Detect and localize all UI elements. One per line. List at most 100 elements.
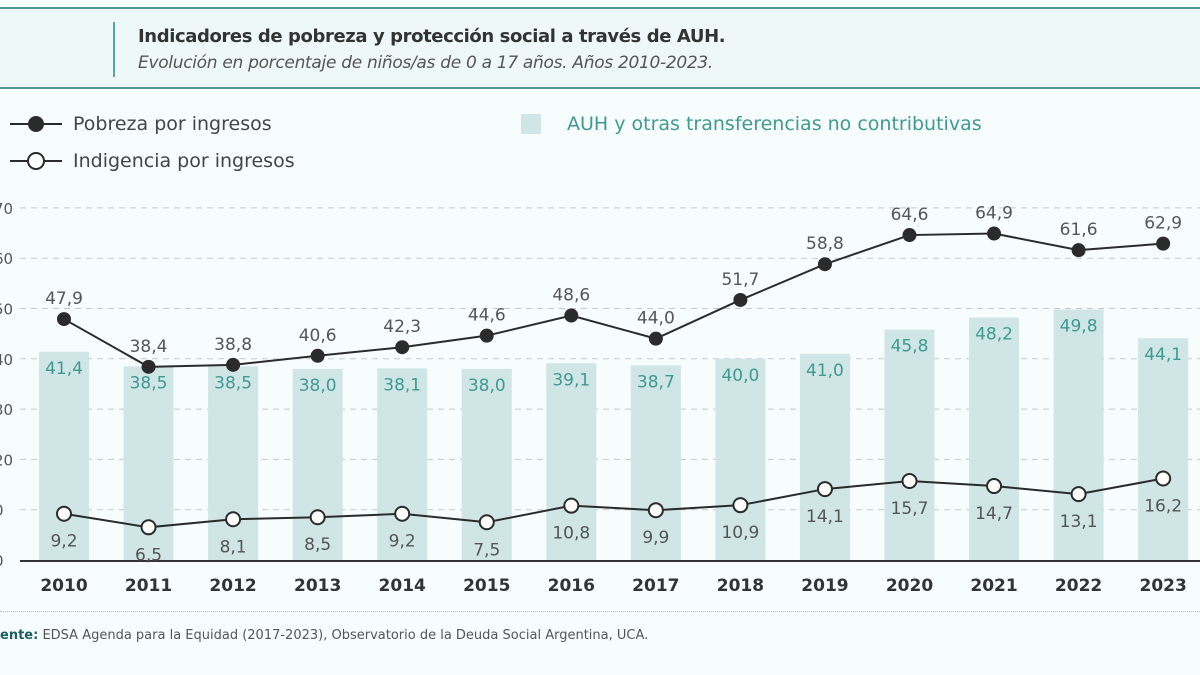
y-tick-label: 0: [0, 502, 4, 520]
pobreza-value-label: 61,6: [1060, 220, 1098, 240]
pobreza-value-label: 38,4: [130, 337, 168, 357]
indigencia-line: [63, 477, 1164, 529]
x-tick-label: 2016: [548, 576, 595, 596]
pobreza-point: [648, 331, 663, 346]
indigencia-point: [394, 505, 411, 522]
indigencia-value-label: 8,1: [220, 537, 247, 557]
legend-label-pobreza: Pobreza por ingresos: [73, 113, 272, 135]
x-tick-label: 2012: [209, 576, 256, 596]
bar-value-label: 44,1: [1144, 345, 1182, 365]
y-tick-label: 0: [0, 552, 4, 570]
source-text: EDSA Agenda para la Equidad (2017-2023),…: [38, 628, 649, 643]
source-label: ente:: [0, 628, 39, 643]
pobreza-value-label: 42,3: [383, 317, 421, 337]
pobreza-value-label: 58,8: [806, 234, 844, 254]
x-tick-label: 2013: [294, 576, 341, 596]
pobreza-value-label: 51,7: [721, 270, 759, 290]
bar-value-label: 38,7: [637, 372, 675, 392]
y-tick-label: 20: [0, 451, 13, 469]
indigencia-point: [56, 505, 72, 522]
bar: [969, 317, 1020, 560]
x-tick-label: 2014: [379, 576, 426, 596]
legend-label-indigencia: Indigencia por ingresos: [73, 150, 295, 172]
pobreza-point: [733, 292, 748, 307]
indigencia-point: [140, 519, 157, 536]
bar: [292, 368, 343, 560]
pobreza-point: [57, 312, 71, 327]
chart-title: Indicadores de pobreza y protección soci…: [138, 26, 726, 47]
pobreza-value-label: 47,9: [45, 289, 83, 309]
indigencia-value-label: 7,5: [473, 540, 500, 560]
pobreza-point: [479, 328, 494, 343]
y-tick-label: 40: [0, 351, 13, 369]
indigencia-value-label: 16,2: [1144, 497, 1182, 517]
pobreza-value-label: 44,0: [637, 309, 675, 329]
chart-subtitle: Evolución en porcentaje de niños/as de 0…: [138, 53, 714, 73]
source-separator: [0, 611, 1200, 612]
pobreza-point: [226, 357, 241, 372]
y-tick-label: 70: [0, 200, 13, 218]
pobreza-point: [395, 340, 410, 355]
indigencia-point: [901, 473, 918, 490]
legend-item-indigencia: Indigencia por ingresos: [10, 150, 295, 172]
legend-item-auh: AUH y otras transferencias no contributi…: [521, 113, 982, 135]
x-tick-label: 2011: [125, 576, 172, 596]
bar-value-label: 39,1: [552, 370, 590, 390]
bar: [799, 353, 850, 560]
chart-plot-area: 0 0 20 30 40 50 60 70 41,4 38,5 38,5 38,0 38,1 38,0 3…: [0, 200, 1200, 596]
indigencia-point: [478, 514, 495, 531]
pobreza-value-label: 40,6: [299, 326, 337, 346]
bar-value-label: 48,2: [975, 325, 1013, 345]
bar-value-label: 41,0: [806, 361, 844, 381]
indigencia-point: [732, 497, 749, 514]
x-tick-label: 2022: [1055, 576, 1102, 596]
x-tick-label: 2017: [632, 576, 679, 596]
indigencia-value-label: 13,1: [1060, 512, 1098, 532]
pobreza-point: [817, 257, 832, 272]
bar-value-label: 38,0: [299, 376, 337, 396]
y-tick-label: 50: [0, 301, 13, 319]
x-tick-label: 2020: [886, 576, 933, 596]
bar: [1138, 338, 1189, 560]
bar-value-label: 41,4: [45, 359, 83, 379]
indigencia-value-label: 14,1: [806, 507, 844, 527]
y-tick-label: 30: [0, 401, 13, 419]
bar: [715, 358, 766, 560]
x-tick-label: 2019: [801, 576, 848, 596]
chart-header: Indicadores de pobreza y protección soci…: [0, 7, 1200, 89]
x-tick-label: 2023: [1139, 576, 1186, 596]
pobreza-point: [1071, 243, 1086, 258]
indigencia-value-label: 10,9: [721, 523, 759, 543]
pobreza-value-label: 48,6: [552, 286, 590, 306]
bar: [377, 368, 428, 560]
pobreza-value-label: 64,9: [975, 204, 1013, 224]
pobreza-line: [63, 232, 1164, 368]
indigencia-value-label: 9,9: [642, 528, 669, 548]
indigencia-value-label: 9,2: [389, 532, 416, 552]
pobreza-point: [1156, 236, 1171, 251]
pobreza-point: [141, 359, 156, 374]
indigencia-value-label: 15,7: [891, 499, 929, 519]
open-circle-marker-icon: [10, 152, 62, 170]
bar: [630, 365, 681, 560]
pobreza-point: [987, 226, 1002, 241]
pobreza-value-label: 38,8: [214, 335, 252, 355]
y-tick-label: 60: [0, 250, 13, 268]
pobreza-point: [564, 308, 579, 323]
pobreza-value-label: 62,9: [1144, 214, 1182, 234]
bar-value-label: 38,5: [130, 373, 168, 393]
pobreza-value-label: 64,6: [891, 205, 929, 225]
bar-value-label: 38,0: [468, 376, 506, 396]
indigencia-point: [225, 511, 242, 528]
bar: [208, 366, 259, 560]
x-tick-label: 2018: [717, 576, 764, 596]
bar: [1053, 309, 1104, 560]
indigencia-value-label: 10,8: [552, 524, 590, 544]
header-accent-bar: [113, 22, 115, 77]
indigencia-point: [309, 509, 326, 526]
filled-circle-marker-icon: [10, 116, 62, 132]
legend-item-pobreza: Pobreza por ingresos: [10, 113, 272, 135]
bar: [39, 351, 89, 560]
indigencia-point: [563, 497, 580, 514]
bar-swatch-icon: [521, 114, 541, 134]
